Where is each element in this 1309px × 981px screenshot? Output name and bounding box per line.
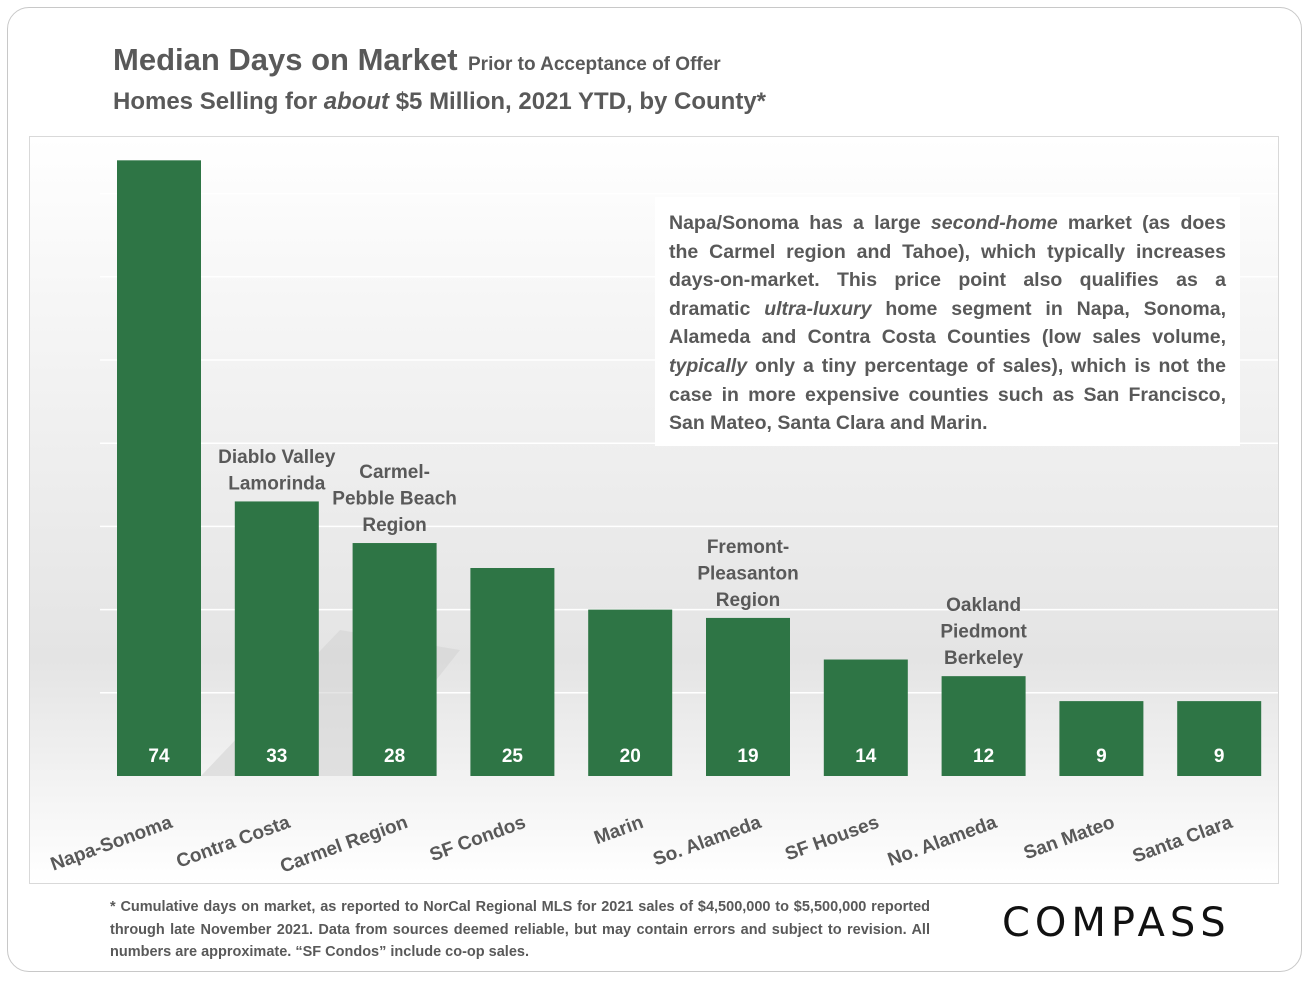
bar-value-label: 9 <box>1096 746 1107 767</box>
bar-annotation: Fremont- <box>707 537 789 558</box>
bar-value-label: 20 <box>620 746 641 767</box>
bar-annotation: Pebble Beach <box>332 489 457 510</box>
x-tick-label: Contra Costa <box>174 812 294 873</box>
bar-annotation: Lamorinda <box>228 473 326 494</box>
title-main: Median Days on Market <box>113 42 458 77</box>
footnote: * Cumulative days on market, as reported… <box>110 899 930 960</box>
bar <box>823 659 908 776</box>
bar-value-label: 33 <box>266 746 287 767</box>
bar-value-label: 12 <box>973 746 994 767</box>
chart-subtitle: Homes Selling for about $5 Million, 2021… <box>113 88 766 116</box>
note-text-part: market (as does the Carmel region and Ta… <box>669 212 1226 320</box>
x-tick-label: Carmel Region <box>277 812 410 878</box>
x-tick-label: Napa-Sonoma <box>48 812 176 876</box>
x-tick-label: Santa Clara <box>1130 812 1236 868</box>
note-text-part: second-home <box>930 212 1058 234</box>
subtitle-em: about <box>323 88 390 115</box>
bar <box>234 501 319 776</box>
bar-value-label: 28 <box>384 746 405 767</box>
note-text-part: Napa/Sonoma has a large <box>669 212 931 234</box>
x-tick-label: Marin <box>591 812 646 849</box>
note-text-part: ultra-luxury <box>764 297 872 320</box>
bar-annotation: Region <box>716 590 780 611</box>
bar-value-label: 25 <box>502 746 524 767</box>
bar-value-label: 14 <box>855 746 877 767</box>
bar-value-label: 9 <box>1214 746 1225 767</box>
compass-logo: COMPASS <box>1002 900 1231 946</box>
bar-value-label: 19 <box>737 746 758 767</box>
bar <box>352 543 437 776</box>
subtitle-pre: Homes Selling for <box>113 88 324 115</box>
bar <box>1177 701 1262 776</box>
title-qualifier: Prior to Acceptance of Offer <box>468 54 721 75</box>
x-tick-label: No. Alameda <box>885 812 1000 871</box>
bar-annotation: Piedmont <box>940 622 1027 643</box>
annotation-note-box: Napa/Sonoma has a large second-home mark… <box>655 197 1240 446</box>
x-tick-label: SF Condos <box>427 812 528 866</box>
bar <box>1059 701 1144 776</box>
bar-annotation: Pleasanton <box>697 563 798 584</box>
bar <box>706 617 790 776</box>
bar-annotation: Berkeley <box>944 648 1024 669</box>
bar-annotation: Carmel- <box>359 462 430 483</box>
subtitle-post: $5 Million, 2021 YTD, by County* <box>389 88 767 115</box>
bar-annotation: Diablo Valley <box>218 447 336 468</box>
chart-title: Median Days on Market Prior to Acceptanc… <box>113 42 721 78</box>
bar-annotation: Region <box>362 515 426 536</box>
note-text-part: home segment in Napa, Sonoma, Alameda an… <box>669 297 1227 349</box>
bar <box>588 609 673 776</box>
x-tick-label: SF Houses <box>782 812 881 865</box>
bar-value-label: 74 <box>148 746 170 767</box>
bar <box>117 160 201 776</box>
bar <box>941 676 1026 776</box>
note-text-part: only a tiny percentage of sales), which … <box>669 354 1226 435</box>
note-text-part: typically <box>669 354 748 377</box>
bar <box>470 568 555 776</box>
bar-annotation: Oakland <box>946 595 1021 616</box>
x-tick-label: So. Alameda <box>650 812 764 871</box>
x-tick-label: San Mateo <box>1021 812 1117 864</box>
